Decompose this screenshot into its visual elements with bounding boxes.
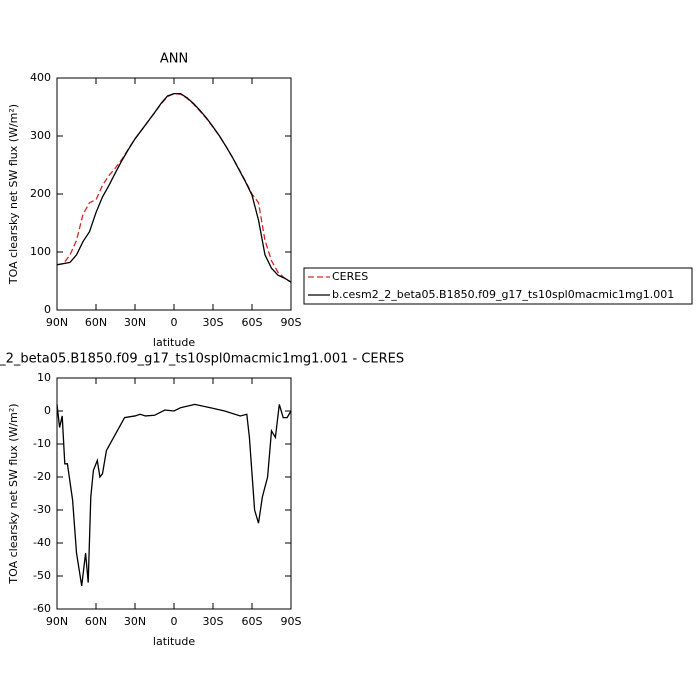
y-tick-label: 10 [37,371,51,384]
x-tick-label: 0 [171,615,178,628]
x-tick-label: 0 [171,316,178,329]
data-line [56,92,292,283]
chart-title: ANN [160,52,188,67]
y-axis-label: TOA clearsky net SW flux (W/m²) [7,104,20,285]
y-tick-label: 200 [30,187,51,200]
y-tick-label: -40 [33,536,51,549]
y-tick-label: 0 [44,303,51,316]
plot-frame [56,377,292,610]
legend-label: CERES [332,270,368,283]
legend-label: b.cesm2_2_beta05.B1850.f09_g17_ts10spl0m… [332,288,674,301]
y-tick-label: 100 [30,245,51,258]
x-tick-label: 60S [242,615,263,628]
y-axis-label: TOA clearsky net SW flux (W/m²) [7,403,20,584]
x-tick-label: 90N [46,316,68,329]
x-tick-label: 30S [203,316,224,329]
y-tick-label: 300 [30,129,51,142]
legend-box [303,267,693,305]
y-tick-label: -60 [33,602,51,615]
x-tick-label: 60N [85,316,107,329]
y-tick-label: -30 [33,503,51,516]
x-tick-label: 90N [46,615,68,628]
x-tick-label: 90S [281,615,302,628]
chart-title: b.cesm2_2_beta05.B1850.f09_g17_ts10spl0m… [0,352,404,367]
y-tick-label: -10 [33,437,51,450]
x-tick-label: 30S [203,615,224,628]
data-line [56,93,292,283]
y-tick-label: 0 [44,404,51,417]
y-tick-label: -20 [33,470,51,483]
y-tick-label: -50 [33,569,51,582]
x-axis-label: latitude [153,635,195,648]
x-tick-label: 90S [281,316,302,329]
y-tick-label: 400 [30,71,51,84]
plot-frame [56,77,292,311]
data-line [56,403,292,587]
x-tick-label: 60S [242,316,263,329]
x-tick-label: 60N [85,615,107,628]
x-tick-label: 30N [124,316,146,329]
x-axis-label: latitude [153,336,195,349]
x-tick-label: 30N [124,615,146,628]
